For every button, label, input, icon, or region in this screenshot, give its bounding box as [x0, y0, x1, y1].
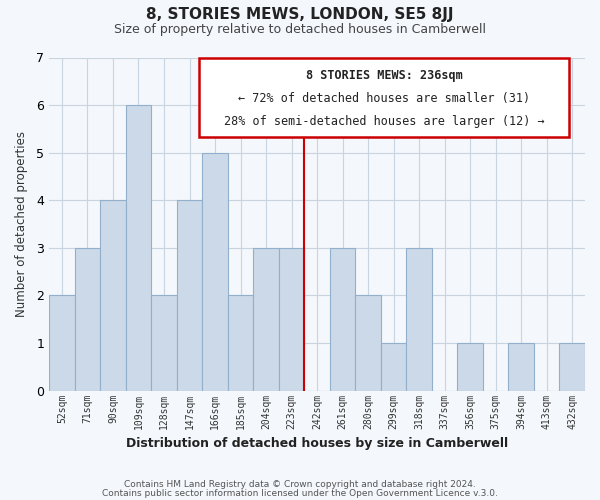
Bar [151, 296, 177, 390]
Bar [228, 296, 253, 390]
X-axis label: Distribution of detached houses by size in Camberwell: Distribution of detached houses by size … [126, 437, 508, 450]
Bar [126, 105, 151, 391]
Bar [355, 296, 381, 390]
Bar [457, 343, 483, 390]
Bar [559, 343, 585, 390]
Bar [330, 248, 355, 390]
FancyBboxPatch shape [199, 58, 569, 138]
Y-axis label: Number of detached properties: Number of detached properties [15, 131, 28, 317]
Bar [508, 343, 534, 390]
Bar [381, 343, 406, 390]
Bar [406, 248, 432, 390]
Text: 8 STORIES MEWS: 236sqm: 8 STORIES MEWS: 236sqm [305, 69, 463, 82]
Text: Contains public sector information licensed under the Open Government Licence v.: Contains public sector information licen… [102, 488, 498, 498]
Text: ← 72% of detached houses are smaller (31): ← 72% of detached houses are smaller (31… [238, 92, 530, 105]
Text: 28% of semi-detached houses are larger (12) →: 28% of semi-detached houses are larger (… [224, 115, 544, 128]
Bar [202, 152, 228, 390]
Bar [49, 296, 75, 390]
Text: 8, STORIES MEWS, LONDON, SE5 8JJ: 8, STORIES MEWS, LONDON, SE5 8JJ [146, 8, 454, 22]
Text: Contains HM Land Registry data © Crown copyright and database right 2024.: Contains HM Land Registry data © Crown c… [124, 480, 476, 489]
Text: Size of property relative to detached houses in Camberwell: Size of property relative to detached ho… [114, 22, 486, 36]
Bar [279, 248, 304, 390]
Bar [75, 248, 100, 390]
Bar [177, 200, 202, 390]
Bar [100, 200, 126, 390]
Bar [253, 248, 279, 390]
